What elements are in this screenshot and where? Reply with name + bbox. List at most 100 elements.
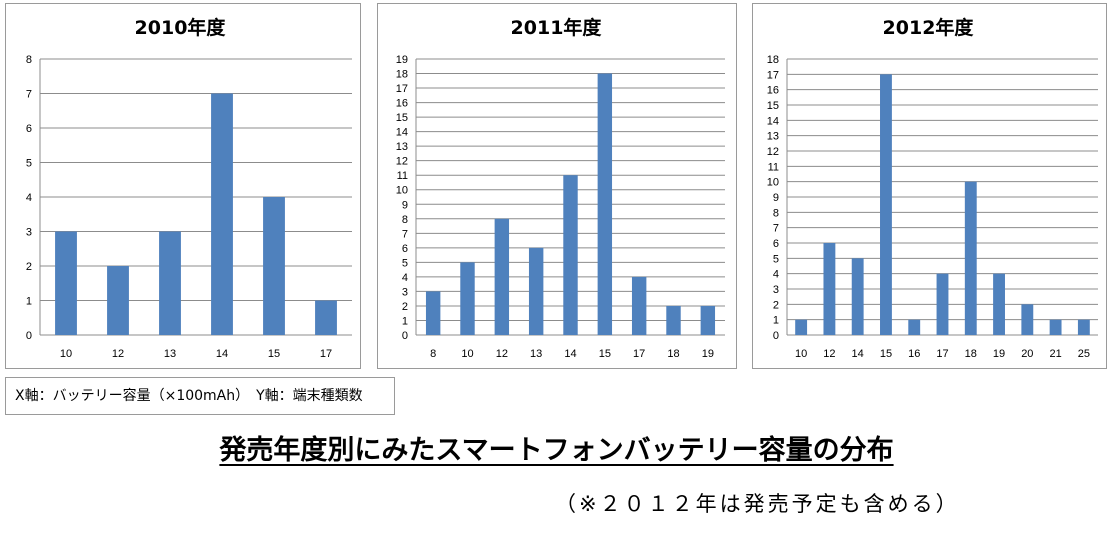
y-tick-label: 15 xyxy=(396,112,408,124)
bar-15 xyxy=(880,74,892,335)
bar-18 xyxy=(666,305,681,335)
y-tick-label: 9 xyxy=(773,192,779,204)
y-tick-label: 18 xyxy=(767,54,779,66)
x-tick-label: 13 xyxy=(530,348,542,360)
bar-13 xyxy=(159,231,181,335)
y-tick-label: 2 xyxy=(402,301,408,313)
bar-13 xyxy=(528,247,544,335)
x-tick-label: 8 xyxy=(430,348,436,360)
y-tick-label: 14 xyxy=(767,115,779,127)
y-tick-label: 4 xyxy=(402,272,408,284)
y-tick-label: 13 xyxy=(396,141,408,153)
y-tick-label: 2 xyxy=(26,261,32,273)
bar-20 xyxy=(1021,304,1034,335)
chart-title: 2012年度 xyxy=(883,16,975,39)
y-tick-label: 14 xyxy=(396,127,408,139)
y-tick-label: 16 xyxy=(396,98,408,110)
x-tick-label: 14 xyxy=(564,348,576,360)
y-tick-label: 5 xyxy=(402,257,408,269)
x-tick-label: 15 xyxy=(268,348,280,360)
chart-panel-2012: 2012年度 0 1 2 3 4 5 6 7 8 9 10 11 12 13 14 15 16 17 18 10 12 14… xyxy=(752,3,1107,369)
y-tick-label: 6 xyxy=(402,243,408,255)
y-tick-label: 2 xyxy=(773,299,779,311)
y-tick-label: 3 xyxy=(773,284,779,296)
bar-15 xyxy=(597,73,613,336)
x-tick-label: 10 xyxy=(795,348,807,360)
x-tick-label: 19 xyxy=(993,348,1005,360)
y-tick-label: 16 xyxy=(767,85,779,97)
x-tick-label: 15 xyxy=(599,348,611,360)
x-tick-label: 18 xyxy=(667,348,679,360)
bar-12 xyxy=(823,243,836,335)
y-tick-label: 6 xyxy=(26,123,32,135)
y-tick-label: 13 xyxy=(767,131,779,143)
y-tick-label: 12 xyxy=(396,156,408,168)
x-tick-label: 15 xyxy=(880,348,892,360)
bar-19 xyxy=(993,273,1005,335)
y-tick-label: 3 xyxy=(402,286,408,298)
bar-15 xyxy=(263,197,285,335)
x-tick-label: 20 xyxy=(1021,348,1033,360)
bar-17 xyxy=(631,276,647,335)
y-tick-label: 3 xyxy=(26,227,32,239)
footnote: （※２０１２年は発売予定も含める） xyxy=(555,492,960,516)
y-tick-label: 4 xyxy=(773,269,779,281)
x-tick-label: 21 xyxy=(1049,348,1061,360)
y-tick-label: 8 xyxy=(26,54,32,66)
bar-14 xyxy=(851,258,864,335)
bar-16 xyxy=(908,319,921,335)
bar-14 xyxy=(211,93,233,335)
bar-19 xyxy=(700,305,716,335)
x-tick-label: 18 xyxy=(965,348,977,360)
bar-18 xyxy=(964,181,977,335)
y-tick-label: 1 xyxy=(773,315,779,327)
y-tick-label: 7 xyxy=(26,89,32,101)
y-tick-label: 7 xyxy=(402,228,408,240)
y-tick-label: 5 xyxy=(773,253,779,265)
x-tick-label: 12 xyxy=(496,348,508,360)
chart-panel-2011: 2011年度 0 1 2 3 4 5 6 7 8 9 10 11 12 13 14 15 16 17 18 19 8 10 1… xyxy=(377,3,737,369)
bar-12 xyxy=(107,266,129,335)
x-tick-label: 16 xyxy=(908,348,920,360)
chart-title: 2010年度 xyxy=(135,16,227,39)
main-title: 発売年度別にみたスマートフォンバッテリー容量の分布 xyxy=(219,435,894,466)
y-tick-label: 10 xyxy=(767,177,779,189)
x-tick-label: 14 xyxy=(852,348,864,360)
y-tick-label: 1 xyxy=(26,296,32,308)
x-tick-label: 12 xyxy=(112,348,124,360)
bar-10 xyxy=(795,319,808,335)
x-tick-label: 10 xyxy=(60,348,72,360)
y-tick-label: 0 xyxy=(773,330,779,342)
y-tick-label: 10 xyxy=(396,185,408,197)
bar-14 xyxy=(563,175,578,335)
y-tick-label: 8 xyxy=(773,207,779,219)
y-tick-label: 1 xyxy=(402,315,408,327)
bar-25 xyxy=(1077,319,1090,335)
x-tick-label: 17 xyxy=(320,348,332,360)
y-tick-label: 18 xyxy=(396,69,408,81)
x-tick-label: 10 xyxy=(461,348,473,360)
y-tick-label: 4 xyxy=(26,192,32,204)
y-tick-label: 0 xyxy=(402,330,408,342)
y-tick-label: 6 xyxy=(773,238,779,250)
y-tick-label: 11 xyxy=(768,161,779,173)
y-tick-label: 19 xyxy=(396,54,408,66)
y-tick-label: 17 xyxy=(396,83,408,95)
bar-12 xyxy=(494,218,510,335)
chart-title: 2011年度 xyxy=(511,16,603,39)
chart-panel-2010: 2010年度 0 1 2 3 4 5 6 7 8 10 12 13 14 15 17 xyxy=(5,3,361,369)
y-tick-label: 7 xyxy=(773,223,779,235)
y-tick-label: 17 xyxy=(767,69,779,81)
x-tick-label: 12 xyxy=(823,348,835,360)
y-tick-label: 15 xyxy=(767,100,779,112)
x-tick-label: 17 xyxy=(936,348,948,360)
bar-21 xyxy=(1049,319,1062,335)
bar-10 xyxy=(460,262,475,335)
x-tick-label: 17 xyxy=(633,348,645,360)
bar-17 xyxy=(315,300,337,335)
y-tick-label: 11 xyxy=(397,170,408,182)
y-tick-label: 8 xyxy=(402,214,408,226)
